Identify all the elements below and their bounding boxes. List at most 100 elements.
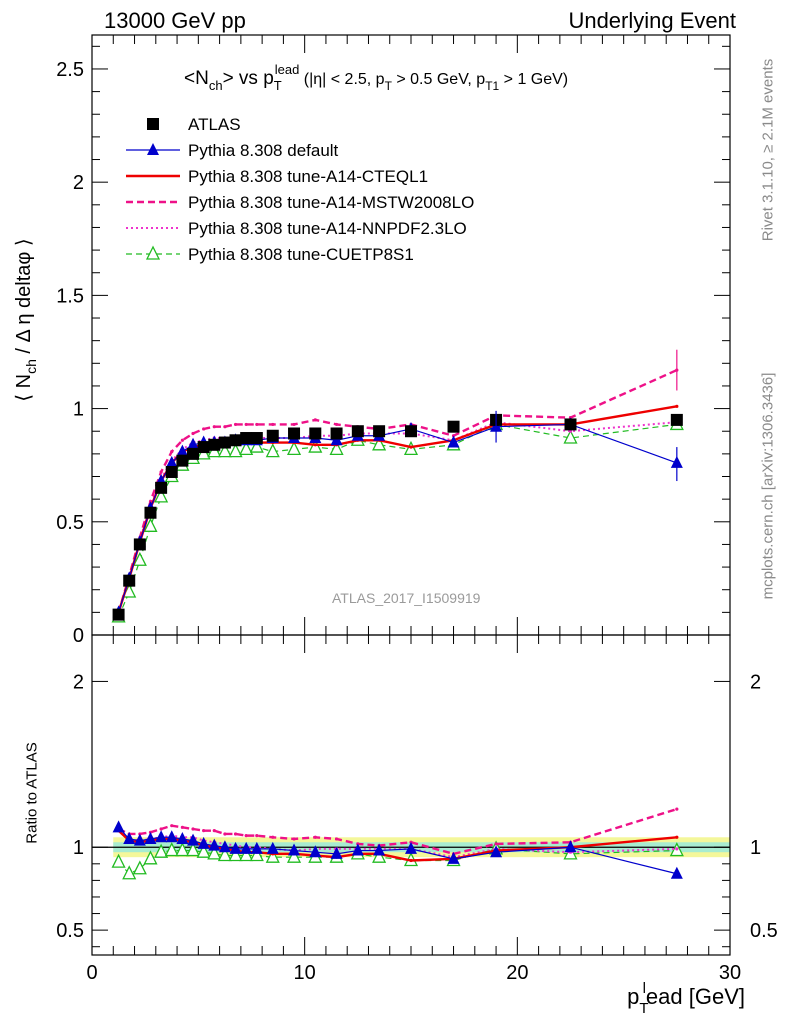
data-point-mstw bbox=[255, 834, 259, 838]
data-point-default bbox=[187, 437, 200, 450]
data-point-mstw bbox=[180, 438, 184, 442]
data-point-atlas bbox=[144, 506, 157, 519]
data-point-mstw bbox=[334, 422, 339, 427]
series-line-cteql1 bbox=[117, 405, 678, 613]
data-point-atlas bbox=[670, 413, 683, 426]
lower-y-axis-label: Ratio to ATLAS bbox=[23, 742, 41, 844]
data-point-default bbox=[187, 833, 200, 846]
legend: ATLAS Pythia 8.308 default Pythia 8.308 tu… bbox=[126, 115, 474, 264]
upper-y-tick-label: 1 bbox=[73, 399, 84, 421]
lower-y-tick-label: 1 bbox=[73, 837, 84, 859]
data-point-default bbox=[330, 846, 343, 859]
beam-label: 13000 GeV pp bbox=[104, 8, 246, 33]
data-point-atlas bbox=[133, 538, 146, 551]
upper-y-tick-label: 0.5 bbox=[56, 512, 84, 534]
data-point-cuetp8s1 bbox=[563, 429, 578, 444]
data-point-cuetp8s1 bbox=[265, 848, 280, 863]
data-point-mstw bbox=[202, 427, 206, 431]
data-point-mstw bbox=[334, 837, 339, 841]
lower-panel-frame bbox=[91, 634, 731, 956]
data-point-default bbox=[165, 455, 178, 468]
data-point-default bbox=[564, 840, 577, 853]
data-point-default bbox=[240, 841, 253, 854]
data-point-default bbox=[176, 831, 189, 844]
legend-marker-atlas bbox=[147, 118, 159, 130]
data-point-default bbox=[165, 830, 178, 843]
legend-label-cuetp8s1: Pythia 8.308 tune-CUETP8S1 bbox=[188, 245, 414, 264]
data-point-default bbox=[670, 866, 683, 879]
data-point-cuetp8s1 bbox=[239, 440, 254, 455]
legend-marker-cuetp8s1 bbox=[145, 245, 161, 260]
data-point-cuetp8s1 bbox=[154, 488, 169, 503]
data-point-atlas bbox=[240, 432, 253, 445]
data-point-mstw bbox=[159, 470, 163, 474]
data-point-mstw bbox=[255, 422, 259, 427]
data-point-default bbox=[490, 845, 503, 858]
data-point-mstw bbox=[271, 422, 275, 427]
data-point-default bbox=[266, 841, 279, 854]
lower-y-tick-label-right: 1 bbox=[750, 837, 761, 859]
data-point-cuetp8s1 bbox=[228, 847, 243, 862]
plot-title: <Nch> vs pTlead (|η| < 2.5, pT > 0.5 GeV… bbox=[184, 62, 568, 93]
x-tick-label: 20 bbox=[506, 962, 528, 984]
data-point-cuetp8s1 bbox=[143, 517, 158, 532]
data-point-default bbox=[176, 444, 189, 457]
legend-label-atlas: ATLAS bbox=[188, 115, 241, 134]
data-point-cuetp8s1 bbox=[217, 443, 232, 458]
data-point-cuetp8s1 bbox=[372, 848, 387, 863]
data-point-cteql1 bbox=[313, 443, 317, 447]
data-point-mstw bbox=[212, 425, 216, 429]
analysis-id-label: ATLAS_2017_I1509919 bbox=[332, 590, 481, 606]
data-point-cuetp8s1 bbox=[175, 842, 190, 857]
data-point-default bbox=[447, 435, 460, 448]
upper-y-axis-label: ⟨ Nch / Δ η deltaφ ⟩ bbox=[13, 238, 39, 401]
data-point-default bbox=[144, 831, 157, 844]
data-point-cuetp8s1 bbox=[196, 843, 211, 858]
data-point-mstw bbox=[233, 832, 238, 836]
data-point-mstw bbox=[191, 827, 195, 831]
data-point-cuetp8s1 bbox=[207, 845, 222, 860]
lower-y-tick-label: 2 bbox=[73, 671, 84, 693]
data-point-mstw bbox=[233, 422, 238, 427]
data-point-default bbox=[112, 820, 125, 833]
data-point-mstw bbox=[292, 837, 296, 841]
data-point-mstw bbox=[170, 824, 174, 828]
lower-y-tick-label-right: 0.5 bbox=[750, 920, 778, 942]
series-line-mstw bbox=[117, 368, 678, 613]
data-point-cuetp8s1 bbox=[286, 848, 302, 863]
data-point-cuetp8s1 bbox=[265, 443, 280, 458]
process-label: Underlying Event bbox=[568, 8, 736, 33]
data-point-mstw bbox=[271, 835, 275, 839]
data-point-atlas bbox=[309, 427, 322, 440]
data-point-mstw bbox=[675, 807, 679, 811]
rivet-version-label: Rivet 3.1.10, ≥ 2.1M events bbox=[759, 58, 777, 242]
data-point-mstw bbox=[191, 431, 195, 436]
data-point-mstw bbox=[212, 829, 216, 833]
data-point-atlas bbox=[187, 447, 200, 460]
data-point-mstw bbox=[170, 450, 174, 454]
x-axis-label: pTlead [GeV] bbox=[627, 980, 745, 1017]
data-point-mstw bbox=[313, 418, 317, 422]
data-point-cuetp8s1 bbox=[164, 842, 179, 857]
legend-label-cteql1: Pythia 8.308 tune-A14-CTEQL1 bbox=[188, 167, 428, 186]
data-point-cuetp8s1 bbox=[132, 551, 147, 566]
data-point-cuetp8s1 bbox=[372, 436, 387, 451]
data-point-mstw bbox=[292, 422, 296, 427]
data-point-default bbox=[405, 841, 417, 854]
data-point-default bbox=[447, 851, 460, 864]
data-point-default bbox=[133, 833, 146, 846]
data-point-atlas bbox=[155, 481, 168, 494]
lower-y-tick-label: 0.5 bbox=[56, 920, 84, 942]
data-point-cuetp8s1 bbox=[132, 860, 147, 875]
legend-marker-default bbox=[147, 143, 159, 155]
data-point-default bbox=[123, 831, 136, 844]
data-point-cuetp8s1 bbox=[239, 847, 254, 862]
data-point-default bbox=[229, 841, 242, 854]
data-point-mstw bbox=[244, 422, 248, 427]
x-tick-label: 0 bbox=[86, 962, 97, 984]
data-point-atlas bbox=[197, 441, 210, 454]
data-point-default bbox=[208, 838, 221, 851]
data-point-default bbox=[309, 845, 322, 858]
data-point-mstw bbox=[180, 825, 184, 829]
